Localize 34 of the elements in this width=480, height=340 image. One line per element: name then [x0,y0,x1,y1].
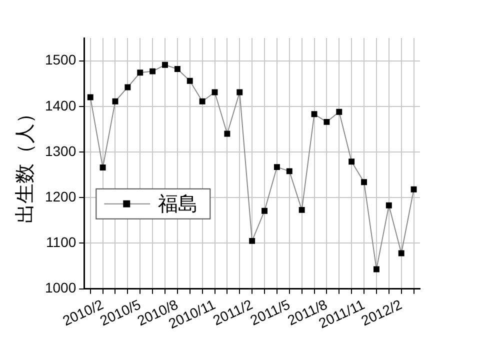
point [361,179,367,186]
point [410,186,417,192]
point [386,202,392,208]
y-tick-label: 1300 [44,142,76,159]
point [324,118,330,125]
point [373,266,380,272]
point [112,98,118,104]
y-tick-label: 1400 [44,97,76,114]
y-tick-label: 1100 [46,234,76,250]
point [236,89,243,96]
point [398,250,404,256]
y-tick-label: 1200 [44,188,76,204]
point [286,168,292,174]
legend-label: 福島 [158,193,198,216]
y-tick-label: 1000 [44,280,76,296]
point [348,158,355,165]
y-axis-title: 出生数（人） [14,103,37,224]
point [100,164,106,170]
point [298,206,305,213]
point [162,62,168,68]
point [199,98,206,104]
point [124,84,131,90]
point [262,208,268,214]
point [311,111,318,118]
point [274,164,280,170]
point [249,238,256,244]
y-tick-label: 1500 [44,52,76,68]
point [137,70,144,76]
point [186,78,193,84]
point [336,108,342,115]
point [174,66,180,72]
point [87,94,94,100]
point [150,68,156,74]
point [224,130,230,137]
